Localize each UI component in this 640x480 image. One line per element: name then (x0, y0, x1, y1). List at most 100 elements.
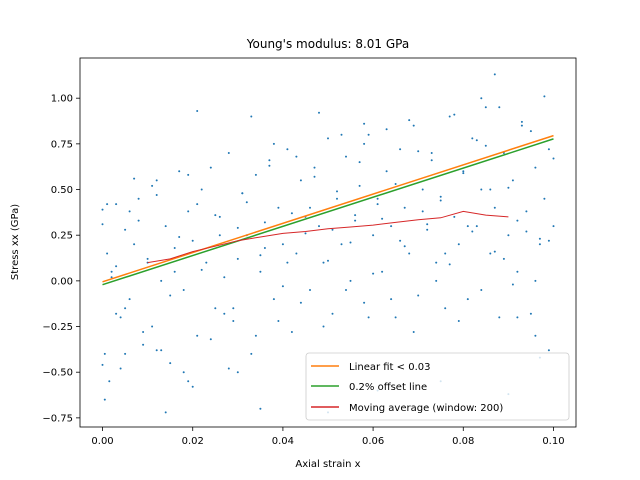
scatter-point (223, 276, 226, 279)
scatter-point (399, 239, 402, 242)
scatter-point (435, 261, 438, 264)
scatter-point (281, 285, 284, 288)
scatter-point (475, 225, 478, 228)
scatter-point (182, 289, 185, 291)
scatter-point (196, 334, 199, 337)
scatter-point (376, 197, 379, 200)
scatter-point (106, 252, 109, 255)
scatter-point (173, 247, 176, 249)
scatter-point (245, 201, 248, 204)
scatter-point (372, 272, 375, 275)
scatter-point (372, 234, 375, 237)
scatter-point (516, 270, 519, 273)
scatter-point (435, 279, 438, 282)
scatter-point (164, 411, 167, 414)
scatter-point (137, 219, 140, 222)
plot-frame (79, 57, 577, 428)
scatter-point (110, 276, 113, 279)
scatter-point (169, 294, 172, 297)
scatter-point (376, 203, 379, 206)
scatter-point (313, 166, 316, 169)
scatter-point (358, 184, 361, 187)
scatter-point (493, 206, 496, 209)
scatter-point (489, 188, 492, 191)
scatter-point (385, 170, 388, 173)
scatter-point (367, 133, 370, 136)
scatter-point (547, 239, 550, 242)
scatter-point (484, 144, 487, 147)
scatter-point (318, 111, 320, 114)
chart-title: Young's modulus: 8.01 GPa (246, 37, 409, 51)
scatter-point (520, 120, 523, 123)
scatter-point (525, 230, 528, 233)
scatter-point (480, 97, 483, 100)
scatter-point (552, 225, 555, 228)
scatter-point (471, 137, 474, 140)
scatter-point (160, 349, 163, 352)
scatter-point (205, 261, 208, 264)
scatter-point (196, 110, 199, 112)
scatter-point (268, 159, 271, 162)
scatter-point (354, 214, 357, 217)
scatter-point (448, 263, 451, 266)
scatter-point (155, 179, 158, 182)
scatter-point (254, 173, 257, 176)
scatter-point (286, 148, 289, 151)
y-tick-label: 0.25 (51, 231, 73, 242)
scatter-point (218, 215, 221, 218)
scatter-point (417, 150, 420, 153)
scatter-point (124, 307, 127, 310)
scatter-point (272, 298, 275, 301)
scatter-point (173, 270, 176, 273)
scatter-point (232, 320, 235, 322)
scatter-point (516, 219, 519, 222)
scatter-point (363, 122, 366, 125)
series-lines (102, 134, 554, 286)
scatter-point (367, 316, 370, 319)
scatter-point (543, 197, 546, 200)
scatter-point (101, 363, 104, 366)
scatter-point (448, 115, 451, 118)
scatter-point (498, 316, 501, 319)
scatter-point (498, 106, 501, 109)
scatter-point (507, 234, 510, 237)
scatter-point (299, 179, 302, 182)
scatter-point (250, 115, 253, 118)
scatter-point (439, 195, 442, 198)
linear-fit-line (102, 134, 554, 283)
scatter-point (223, 312, 226, 315)
scatter-point (115, 265, 118, 268)
scatter-point (106, 203, 109, 206)
scatter-point (101, 208, 104, 211)
scatter-point (133, 177, 136, 180)
scatter-point (525, 210, 528, 213)
scatter-point (137, 197, 140, 200)
scatter-point (209, 166, 212, 169)
scatter-point (277, 320, 280, 322)
scatter-point (430, 152, 433, 154)
scatter-point (390, 298, 393, 301)
scatter-point (421, 210, 424, 213)
scatter-point (403, 206, 406, 209)
scatter-point (281, 243, 284, 246)
scatter-point (417, 294, 420, 297)
scatter-point (318, 225, 320, 228)
scatter-point (124, 228, 127, 231)
legend-box (305, 352, 570, 421)
scatter-point (286, 261, 289, 264)
scatter-point (200, 188, 203, 191)
scatter-point (529, 130, 532, 133)
scatter-point (493, 73, 496, 76)
scatter-point (259, 407, 262, 410)
scatter-point (412, 124, 415, 127)
scatter-point (191, 385, 194, 388)
legend-label-moving-average: Moving average (window: 200) (349, 403, 503, 414)
scatter-point (390, 225, 393, 228)
scatter-point (538, 243, 541, 246)
scatter-point (484, 106, 487, 109)
scatter-point (236, 371, 239, 374)
scatter-point (403, 245, 406, 248)
x-tick-label: 0.02 (182, 436, 204, 447)
scatter-point (322, 261, 325, 264)
scatter-point (227, 152, 230, 154)
